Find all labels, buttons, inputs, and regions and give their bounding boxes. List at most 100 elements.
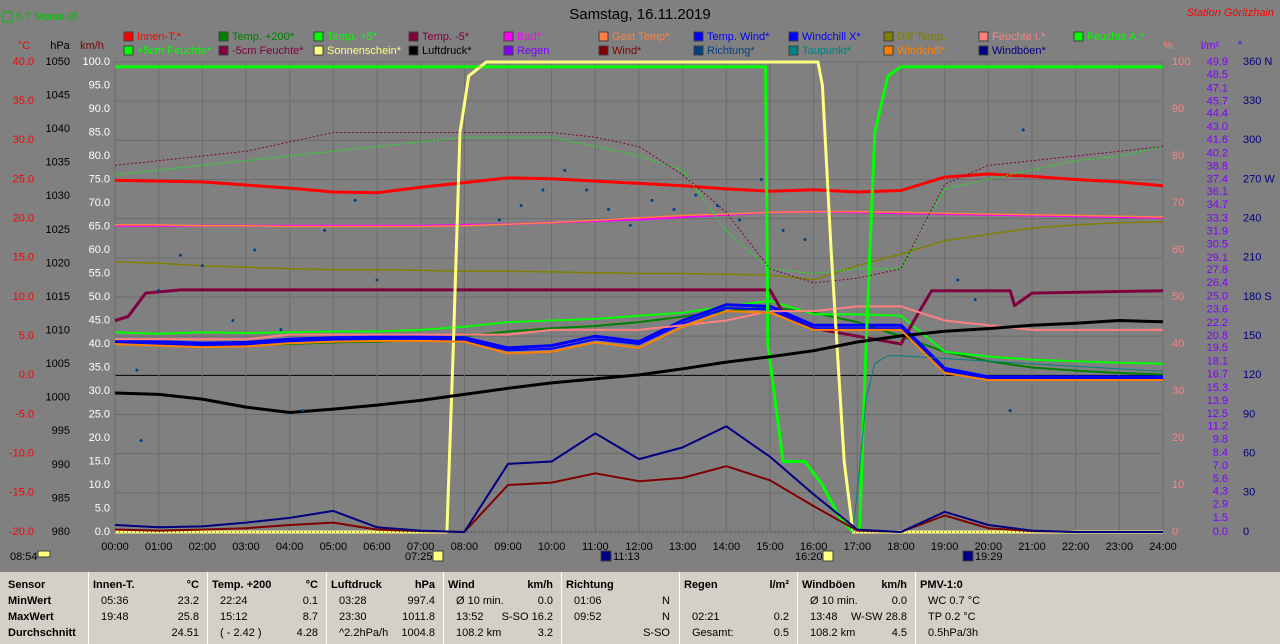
y-tick-label: 1040 — [46, 123, 70, 135]
legend-label: Diff Temp. — [897, 31, 946, 43]
point — [375, 278, 379, 282]
point — [672, 208, 676, 212]
y-tick-label: 9.8 — [1213, 434, 1228, 446]
point — [781, 228, 785, 232]
y-tick-label: 25.0 — [1207, 290, 1228, 302]
y-tick-label: 80 — [1172, 150, 1184, 162]
y-tick-label: 44.4 — [1207, 108, 1228, 120]
y-tick-label: 60.0 — [89, 244, 110, 256]
cell-left: 108.2 km — [456, 627, 502, 639]
cell-left: Ø 10 min. — [810, 595, 858, 607]
y-tick-label: 50 — [1172, 291, 1184, 303]
column-separator — [915, 572, 916, 644]
point — [973, 298, 977, 302]
y-tick-label: 1015 — [46, 291, 70, 303]
point — [323, 228, 327, 232]
series-line — [114, 288, 1164, 346]
point — [200, 264, 204, 268]
cell-left: WC 0.7 °C — [928, 595, 981, 607]
x-tick-label: 11:00 — [582, 541, 609, 553]
y-tick-label: 985 — [52, 492, 70, 504]
column-separator — [797, 572, 798, 644]
y-tick-label: 100.0 — [82, 56, 110, 68]
column-unit: l/m² — [769, 579, 789, 591]
y-tick-label: 36.1 — [1207, 186, 1228, 198]
y-tick-label: 100 — [1172, 56, 1190, 68]
cell-right: 25.8 — [177, 611, 199, 623]
y-tick-label: 85.0 — [89, 126, 110, 138]
legend-label: Richtung* — [707, 45, 755, 57]
legend-swatch — [313, 45, 324, 56]
column-separator — [443, 572, 444, 644]
y-tick-label: 0.0 — [1213, 526, 1228, 538]
y-tick-label: 10 — [1172, 479, 1184, 491]
legend-swatch — [408, 31, 419, 42]
x-tick-label: 02:00 — [189, 541, 217, 553]
column-unit: °C — [186, 579, 199, 591]
y-tick-label: 0 — [1172, 526, 1178, 538]
point — [139, 439, 143, 443]
row-label: MinWert — [8, 595, 52, 607]
point — [541, 188, 545, 192]
y-tick-label: 120 — [1243, 369, 1261, 381]
y-tick-label: 1045 — [46, 89, 70, 101]
axis-unit: hPa — [50, 40, 70, 52]
chart: 6.7 Monat-Ø Samstag, 16.11.2019 Station … — [2, 6, 1275, 563]
legend-label: Taupunkt* — [802, 45, 852, 57]
point — [585, 188, 589, 192]
cell-left: 03:28 — [339, 595, 367, 607]
x-tick-label: 19:00 — [931, 541, 959, 553]
column-unit: °C — [305, 579, 318, 591]
axis-unit: ° — [1238, 40, 1242, 52]
point — [301, 409, 305, 413]
y-tick-label: 60 — [1243, 448, 1255, 460]
legend-swatch — [1073, 31, 1084, 42]
y-tick-label: 38.8 — [1207, 160, 1228, 172]
y-tick-label: 90 — [1172, 103, 1184, 115]
y-tick-label: 48.5 — [1207, 69, 1228, 81]
cell-left: 13:52 — [456, 611, 484, 623]
axis-unit: % — [1163, 40, 1173, 52]
x-tick-label: 12:00 — [625, 541, 653, 553]
point — [956, 278, 960, 282]
y-tick-label: 20.0 — [89, 432, 110, 444]
annotation: 08:54 — [10, 551, 38, 563]
y-tick-label: 40 — [1172, 338, 1184, 350]
y-tick-label: 35.0 — [89, 361, 110, 373]
y-tick-label: 0.0 — [95, 526, 110, 538]
cell-right: S-SO — [643, 627, 670, 639]
point — [650, 198, 654, 202]
legend-label: +5cm Feuchte* — [137, 45, 212, 57]
y-tick-label: 40.2 — [1207, 147, 1228, 159]
y-tick-label: 1.5 — [1213, 512, 1228, 524]
legend-label: Innen-T.* — [137, 31, 182, 43]
column-header: Windböen — [802, 579, 856, 591]
cell-left: 09:52 — [574, 611, 602, 623]
y-tick-label: 45.0 — [89, 314, 110, 326]
y-tick-label: 25.0 — [89, 408, 110, 420]
legend-swatch — [788, 45, 799, 56]
cell-right: 4.5 — [891, 627, 907, 639]
cell-right: W-SW 28.8 — [850, 611, 907, 623]
y-tick-label: 37.4 — [1207, 174, 1228, 186]
annotation-icon — [962, 550, 974, 562]
y-tick-label: 34.7 — [1207, 199, 1228, 211]
legend-swatch — [408, 45, 419, 56]
legend-label: Temp. -5* — [422, 31, 470, 43]
axis-unit: °C — [18, 40, 30, 52]
series-line — [115, 210, 1164, 228]
series-line — [114, 307, 1163, 380]
y-tick-label: 50.0 — [89, 291, 110, 303]
cell-right: 0.0 — [537, 595, 553, 607]
legend-swatch — [788, 31, 799, 42]
annotation: 11:13 — [613, 551, 640, 563]
legend-label: -5cm Feuchte* — [232, 45, 304, 57]
series-line — [115, 305, 1163, 341]
point — [737, 218, 741, 222]
y-tick-label: 15.3 — [1207, 382, 1228, 394]
x-tick-label: 05:00 — [320, 541, 348, 553]
x-tick-label: 17:00 — [844, 541, 872, 553]
y-tick-label: 65.0 — [89, 220, 110, 232]
series-line — [114, 136, 1164, 274]
y-tick-label: 33.3 — [1207, 212, 1228, 224]
